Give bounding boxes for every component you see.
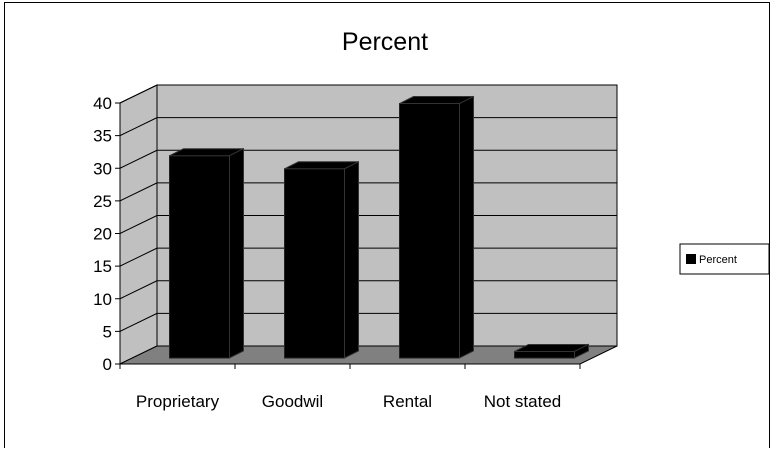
- bars: [169, 95, 589, 359]
- x-tick-label: Not stated: [484, 392, 562, 411]
- y-tick-label: 5: [103, 322, 112, 341]
- legend-swatch: [686, 254, 696, 264]
- y-tick-label: 40: [93, 94, 112, 113]
- bar-side: [459, 95, 474, 359]
- legend: Percent: [679, 243, 770, 275]
- gridline-side: [119, 84, 158, 104]
- bar-proprietary: [169, 147, 244, 359]
- y-tick-label: 35: [93, 127, 112, 146]
- x-tick-label: Proprietary: [136, 392, 220, 411]
- value-axis: 0 5 10 15 20 25 30 35 40: [93, 94, 121, 374]
- bar-side: [229, 147, 244, 359]
- y-tick-label: 15: [93, 257, 112, 276]
- bar-front: [514, 350, 575, 359]
- bar-not-stated: [514, 343, 589, 359]
- legend-label: Percent: [699, 254, 737, 266]
- gridline-side: [119, 280, 158, 300]
- y-tick-label: 30: [93, 159, 112, 178]
- bar-rental: [399, 95, 474, 359]
- y-tick-label: 20: [93, 225, 112, 244]
- bar-side: [574, 343, 589, 359]
- x-tick-label: Goodwil: [262, 392, 323, 411]
- bar-front: [169, 155, 230, 359]
- y-tick-label: 10: [93, 290, 112, 309]
- gridline-side: [119, 149, 158, 169]
- gridline-side: [119, 182, 158, 202]
- bar-front: [399, 103, 460, 359]
- gridline-side: [119, 312, 158, 332]
- x-tick-label: Rental: [383, 392, 432, 411]
- bar-front: [284, 168, 345, 359]
- category-axis: Proprietary Goodwil Rental Not stated: [119, 363, 581, 411]
- gridline-side: [119, 117, 158, 137]
- y-tick-label: 25: [93, 192, 112, 211]
- gridline-side: [119, 215, 158, 234]
- gridline-side: [119, 247, 158, 267]
- y-tick-label: 0: [103, 355, 112, 374]
- bar-side: [344, 160, 359, 359]
- bar-goodwil: [284, 160, 359, 359]
- chart-title: Percent: [342, 28, 428, 56]
